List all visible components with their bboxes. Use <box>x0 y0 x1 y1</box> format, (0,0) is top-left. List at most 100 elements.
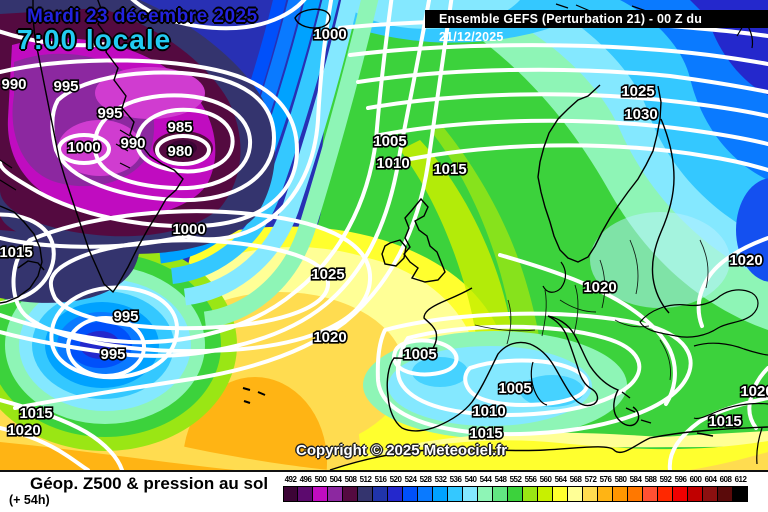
isobar-value-label: 1015 <box>0 244 33 261</box>
colorbar-swatch <box>433 486 448 502</box>
colorbar-cell: 508 <box>343 475 358 502</box>
colorbar-swatch <box>418 486 433 502</box>
colorbar-value: 492 <box>284 475 297 484</box>
colorbar-cell: 504 <box>328 475 343 502</box>
colorbar-value: 552 <box>509 475 522 484</box>
colorbar-value: 512 <box>359 475 372 484</box>
colorbar-value: 536 <box>449 475 462 484</box>
colorbar-swatch <box>328 486 343 502</box>
isobar-value-label: 1025 <box>621 83 654 100</box>
forecast-lead-time: (+ 54h) <box>9 493 50 507</box>
colorbar-value: 524 <box>404 475 417 484</box>
colorbar-value: 528 <box>419 475 432 484</box>
colorbar-value: 612 <box>734 475 747 484</box>
colorbar-value: 560 <box>539 475 552 484</box>
colorbar-cell: 580 <box>613 475 628 502</box>
map-parameter-title: Géop. Z500 & pression au sol <box>30 474 269 493</box>
colorbar-cell: 520 <box>388 475 403 502</box>
isobar-value-label: 1025 <box>311 266 344 283</box>
colorbar-value: 600 <box>689 475 702 484</box>
colorbar-cell: 612 <box>733 475 748 502</box>
colorbar-value: 504 <box>329 475 342 484</box>
isobar-value-label: 1015 <box>469 425 502 442</box>
geopotential-colorbar: 492 496 500 504 508 512 516 520 524 528 532 536 540 5… <box>283 475 748 502</box>
colorbar-cell: 512 <box>358 475 373 502</box>
colorbar-cell: 540 <box>463 475 478 502</box>
colorbar-swatch <box>598 486 613 502</box>
colorbar-cell: 596 <box>673 475 688 502</box>
colorbar-value: 556 <box>524 475 537 484</box>
colorbar-cell: 548 <box>493 475 508 502</box>
isobar-value-label: 990 <box>1 76 26 93</box>
colorbar-cell: 524 <box>403 475 418 502</box>
colorbar-value: 568 <box>569 475 582 484</box>
colorbar-value: 580 <box>614 475 627 484</box>
colorbar-cell: 516 <box>373 475 388 502</box>
isobar-value-label: 1010 <box>376 155 409 172</box>
colorbar-swatch <box>673 486 688 502</box>
colorbar-swatch <box>298 486 313 502</box>
colorbar-cell: 576 <box>598 475 613 502</box>
map-area: 990 995 995 1000 990 985 980 1000 1005 1010 1015 10… <box>0 0 768 470</box>
colorbar-swatch <box>568 486 583 502</box>
colorbar-value: 584 <box>629 475 642 484</box>
colorbar-swatch <box>613 486 628 502</box>
colorbar-cell: 592 <box>658 475 673 502</box>
colorbar-cell: 608 <box>718 475 733 502</box>
isobar-contours <box>0 0 768 470</box>
colorbar-value: 564 <box>554 475 567 484</box>
colorbar-value: 576 <box>599 475 612 484</box>
colorbar-value: 532 <box>434 475 447 484</box>
colorbar-value: 540 <box>464 475 477 484</box>
colorbar-cell: 544 <box>478 475 493 502</box>
colorbar-value: 592 <box>659 475 672 484</box>
isobar-value-label: 1005 <box>403 346 436 363</box>
colorbar-value: 508 <box>344 475 357 484</box>
colorbar-swatch <box>658 486 673 502</box>
colorbar-swatch <box>313 486 328 502</box>
colorbar-cell: 568 <box>568 475 583 502</box>
colorbar-swatch <box>688 486 703 502</box>
colorbar-swatch <box>448 486 463 502</box>
colorbar-cell: 564 <box>553 475 568 502</box>
isobar-value-label: 1000 <box>67 139 100 156</box>
isobar-value-label: 1015 <box>708 413 741 430</box>
colorbar-swatch <box>733 486 748 502</box>
colorbar-swatch <box>388 486 403 502</box>
valid-time-label: 7:00 locale <box>17 24 172 55</box>
isobar-value-label: 990 <box>120 135 145 152</box>
copyright-label: Copyright © 2025 Meteociel.fr <box>296 442 508 459</box>
isobar-value-label: 1005 <box>373 133 406 150</box>
colorbar-cell: 536 <box>448 475 463 502</box>
colorbar-swatch <box>583 486 598 502</box>
colorbar-value: 520 <box>389 475 402 484</box>
colorbar-value: 500 <box>314 475 327 484</box>
isobar-value-label: 995 <box>113 308 138 325</box>
colorbar-cell: 604 <box>703 475 718 502</box>
colorbar-swatch <box>463 486 478 502</box>
colorbar-swatch <box>358 486 373 502</box>
isobar-value-label: 1015 <box>433 161 466 178</box>
isobar-value-label: 1020 <box>729 252 762 269</box>
isobar-value-label: 1030 <box>624 106 657 123</box>
coastlines <box>0 0 768 470</box>
colorbar-value: 544 <box>479 475 492 484</box>
colorbar-swatch <box>373 486 388 502</box>
isobar-value-label: 980 <box>167 143 192 160</box>
isobar-value-label: 995 <box>100 346 125 363</box>
colorbar-cell: 556 <box>523 475 538 502</box>
colorbar-cell: 552 <box>508 475 523 502</box>
colorbar-swatch <box>403 486 418 502</box>
colorbar-value: 588 <box>644 475 657 484</box>
colorbar-swatch <box>553 486 568 502</box>
colorbar-swatch <box>643 486 658 502</box>
isobar-value-label: 1020 <box>740 383 768 400</box>
colorbar-cell: 532 <box>433 475 448 502</box>
isobar-value-label: 985 <box>167 119 192 136</box>
legend-bar: Géop. Z500 & pression au sol (+ 54h) 492… <box>0 470 768 512</box>
colorbar-value: 608 <box>719 475 732 484</box>
colorbar-cell: 496 <box>298 475 313 502</box>
